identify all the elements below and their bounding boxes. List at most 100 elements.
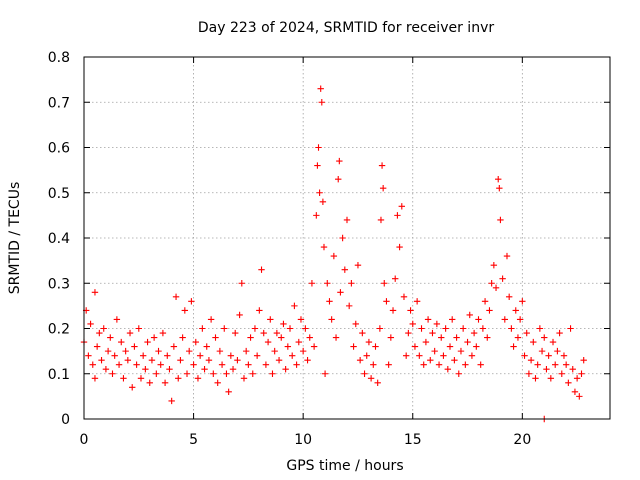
data-point <box>514 334 522 341</box>
data-point <box>496 185 503 192</box>
data-point <box>453 334 460 341</box>
data-point <box>118 338 125 346</box>
data-point <box>475 316 482 323</box>
data-point <box>238 280 245 287</box>
data-point <box>306 334 313 341</box>
data-point <box>315 144 322 151</box>
data-point <box>179 334 186 341</box>
data-point <box>422 338 430 346</box>
data-point <box>314 162 321 169</box>
y-tick-label: 0.6 <box>48 141 70 157</box>
data-point <box>291 302 298 310</box>
y-tick-label: 0.2 <box>48 322 70 338</box>
data-point <box>181 307 189 314</box>
data-point <box>278 334 285 341</box>
data-point <box>405 329 412 337</box>
data-point <box>260 329 267 337</box>
data-point <box>374 379 381 386</box>
data-point <box>225 388 232 396</box>
data-point <box>569 366 576 373</box>
data-point <box>166 366 173 373</box>
data-point <box>420 361 427 368</box>
data-point <box>275 356 283 364</box>
data-point <box>372 343 379 350</box>
data-point <box>214 379 221 386</box>
data-point <box>87 320 94 328</box>
data-point <box>139 352 147 359</box>
data-point <box>505 293 513 301</box>
data-point <box>530 338 537 346</box>
data-point <box>133 361 140 368</box>
data-point <box>429 329 436 337</box>
data-point <box>172 293 180 301</box>
data-point <box>543 366 550 373</box>
data-point <box>451 356 458 364</box>
data-point <box>558 370 565 377</box>
data-point <box>284 343 292 350</box>
data-point <box>216 347 224 355</box>
x-tick-label: 15 <box>404 432 422 448</box>
data-point <box>571 388 579 396</box>
data-point <box>316 189 323 196</box>
data-point <box>470 329 478 337</box>
data-point <box>286 325 294 332</box>
data-point <box>324 280 331 287</box>
data-point <box>109 370 116 377</box>
data-point <box>256 307 263 314</box>
data-point <box>416 352 423 359</box>
data-point <box>120 375 127 382</box>
data-point <box>519 298 526 305</box>
data-point <box>336 157 343 165</box>
data-point <box>102 366 110 373</box>
data-point <box>186 347 193 355</box>
chart-title: Day 223 of 2024, SRMTID for receiver inv… <box>198 20 494 36</box>
y-tick-label: 0.8 <box>48 50 70 66</box>
data-point <box>199 325 206 332</box>
data-point <box>297 316 305 323</box>
x-tick-label: 20 <box>513 432 531 448</box>
data-point <box>183 370 191 377</box>
y-tick-label: 0.1 <box>48 367 70 383</box>
data-point <box>565 379 572 386</box>
data-point <box>477 361 484 368</box>
data-point <box>337 289 344 296</box>
data-point <box>124 356 132 364</box>
data-point <box>365 338 373 346</box>
data-point <box>552 361 559 368</box>
data-point <box>159 329 167 337</box>
data-point <box>464 338 471 346</box>
data-point <box>282 366 289 373</box>
data-point <box>367 375 375 382</box>
data-point <box>479 325 487 332</box>
data-point <box>201 366 208 373</box>
data-point <box>221 325 228 332</box>
data-point <box>273 329 281 337</box>
data-point <box>370 361 377 368</box>
axis-ticks: 0 0.1 0.2 0.3 0.4 0.5 0.6 0.7 0.8 0 5 10 15 20 <box>48 50 610 448</box>
data-point <box>251 325 259 332</box>
data-point <box>407 307 414 314</box>
data-point <box>318 99 325 106</box>
data-point <box>177 356 184 364</box>
data-point <box>223 370 230 377</box>
data-point <box>269 370 276 377</box>
data-point <box>96 329 103 337</box>
data-point <box>289 352 296 359</box>
data-point <box>157 361 164 368</box>
data-point <box>457 347 465 355</box>
data-point <box>146 379 153 386</box>
data-point <box>359 329 366 337</box>
data-point <box>343 216 351 224</box>
data-point <box>521 352 528 359</box>
data-point <box>196 352 204 359</box>
data-point <box>508 325 515 332</box>
data-point <box>554 347 561 355</box>
data-point <box>348 280 355 287</box>
data-point <box>148 356 156 364</box>
data-point <box>356 356 364 364</box>
y-tick-label: 0 <box>61 412 70 428</box>
data-point <box>541 334 548 341</box>
data-point <box>481 298 489 305</box>
data-point <box>153 370 160 377</box>
y-axis-label: SRMTID / TECUs <box>7 182 23 295</box>
